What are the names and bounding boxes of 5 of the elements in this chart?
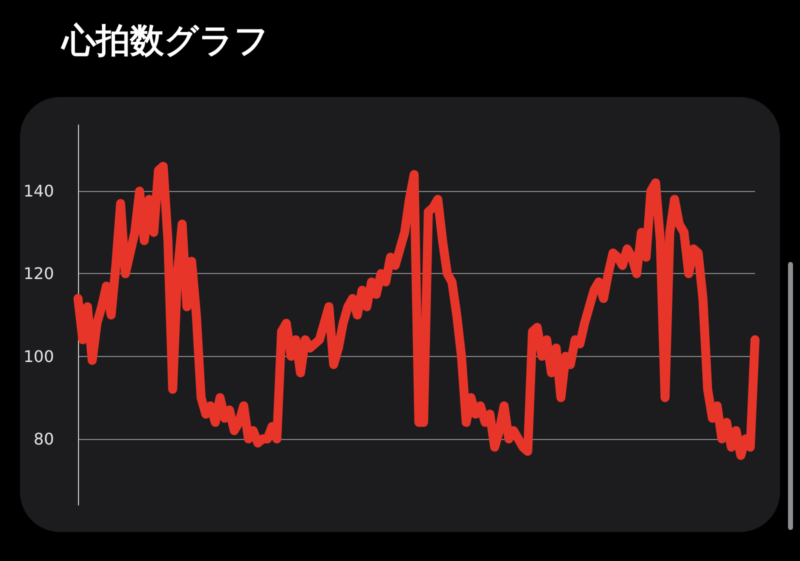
y-tick-label: 140 bbox=[23, 182, 54, 201]
chart-title: 心拍数グラフ bbox=[62, 20, 269, 63]
y-tick-label: 80 bbox=[34, 429, 54, 448]
y-tick-label: 100 bbox=[23, 346, 54, 366]
y-tick-label: 120 bbox=[23, 264, 54, 284]
